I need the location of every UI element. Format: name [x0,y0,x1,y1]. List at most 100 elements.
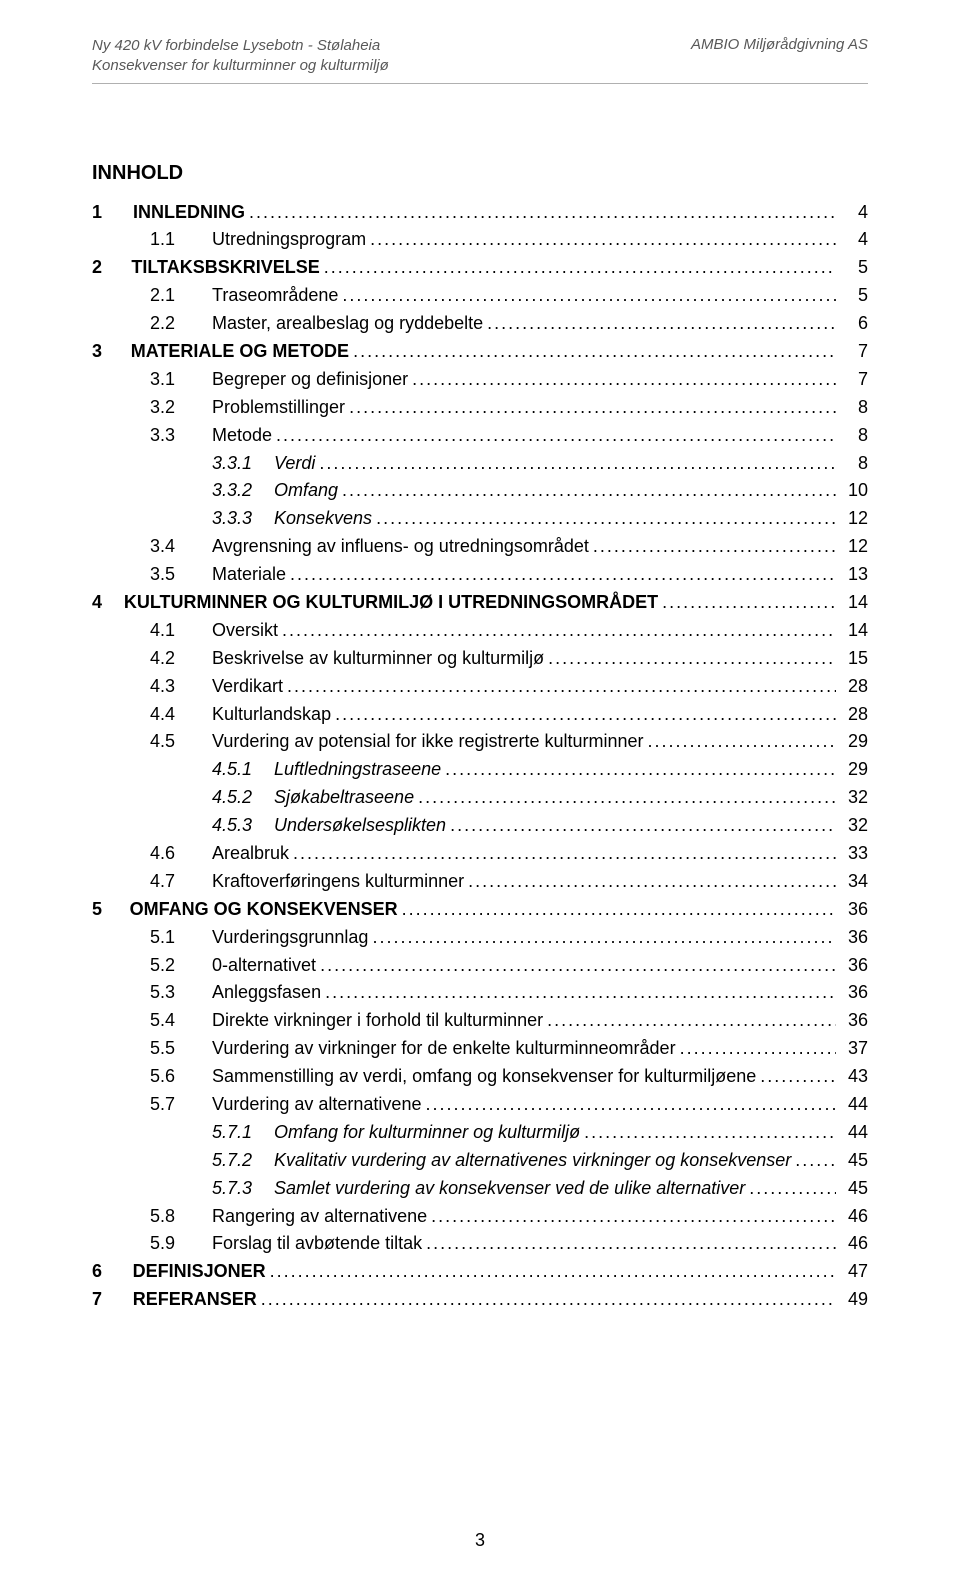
toc-page: 12 [840,533,868,561]
toc-entry: 5.7.2Kvalitativ vurdering av alternative… [92,1147,868,1175]
table-of-contents: 1INNLEDNING41.1Utredningsprogram42TILTAK… [92,199,868,1315]
toc-entry: 4.2Beskrivelse av kulturminner og kultur… [92,645,868,673]
toc-number: 4.7 [150,868,212,896]
toc-leader-dots [372,924,836,952]
toc-number: 1.1 [150,226,212,254]
toc-entry: 4.6Arealbruk33 [92,840,868,868]
toc-entry: 4.5.2Sjøkabeltraseene32 [92,784,868,812]
toc-leader-dots [287,673,836,701]
toc-label: Undersøkelsesplikten [274,812,446,840]
document-page: Ny 420 kV forbindelse Lysebotn - Stølahe… [0,0,960,1585]
toc-label: Utredningsprogram [212,226,366,254]
toc-entry: 5.8Rangering av alternativene46 [92,1203,868,1231]
toc-leader-dots [290,561,836,589]
toc-number: 3.3 [150,422,212,450]
toc-leader-dots [648,728,836,756]
toc-number: 5.5 [150,1035,212,1063]
toc-entry: 5.6Sammenstilling av verdi, omfang og ko… [92,1063,868,1091]
toc-page: 36 [840,952,868,980]
toc-label: DEFINISJONER [133,1258,266,1286]
toc-entry: 2.2Master, arealbeslag og ryddebelte6 [92,310,868,338]
toc-page: 46 [840,1203,868,1231]
toc-leader-dots [335,701,836,729]
toc-number: 5.7.1 [212,1119,274,1147]
toc-page: 46 [840,1230,868,1258]
toc-entry: 5.5Vurdering av virkninger for de enkelt… [92,1035,868,1063]
toc-leader-dots [276,422,836,450]
toc-label: Sammenstilling av verdi, omfang og konse… [212,1063,756,1091]
toc-label: Beskrivelse av kulturminner og kulturmil… [212,645,544,673]
toc-number: 5.1 [150,924,212,952]
toc-entry: 2TILTAKSBSKRIVELSE5 [92,254,868,282]
toc-number: 3.2 [150,394,212,422]
header-left: Ny 420 kV forbindelse Lysebotn - Stølahe… [92,36,389,77]
toc-number: 4.5 [150,728,212,756]
toc-number: 4.5.2 [212,784,274,812]
toc-leader-dots [261,1286,836,1314]
toc-entry: 4.3Verdikart28 [92,673,868,701]
toc-page: 8 [840,394,868,422]
toc-entry: 3.5Materiale13 [92,561,868,589]
toc-entry: 5.20-alternativet36 [92,952,868,980]
toc-number: 4.6 [150,840,212,868]
toc-page: 32 [840,812,868,840]
toc-number: 3.3.1 [212,450,274,478]
toc-label: Problemstillinger [212,394,345,422]
toc-page: 28 [840,701,868,729]
toc-label: INNLEDNING [133,199,245,227]
toc-page: 8 [840,450,868,478]
toc-page: 14 [840,589,868,617]
toc-leader-dots [319,450,836,478]
toc-number: 4.4 [150,701,212,729]
toc-number: 4.5.1 [212,756,274,784]
toc-page: 47 [840,1258,868,1286]
toc-number: 3.3.2 [212,477,274,505]
toc-entry: 4.5.3Undersøkelsesplikten32 [92,812,868,840]
toc-label: Verdi [274,450,315,478]
toc-entry: 5.7Vurdering av alternativene44 [92,1091,868,1119]
toc-page: 7 [840,338,868,366]
toc-label: Vurdering av virkninger for de enkelte k… [212,1035,676,1063]
toc-page: 34 [840,868,868,896]
toc-page: 29 [840,756,868,784]
toc-number: 5.4 [150,1007,212,1035]
toc-leader-dots [487,310,836,338]
toc-entry: 3.3.2Omfang10 [92,477,868,505]
toc-entry: 5OMFANG OG KONSEKVENSER36 [92,896,868,924]
toc-number: 2.1 [150,282,212,310]
header-left-line2: Konsekvenser for kulturminner og kulturm… [92,56,389,76]
toc-number: 3.3.3 [212,505,274,533]
toc-entry: 6DEFINISJONER47 [92,1258,868,1286]
toc-leader-dots [293,840,836,868]
toc-page: 36 [840,896,868,924]
toc-leader-dots [282,617,836,645]
toc-leader-dots [249,199,836,227]
toc-page: 5 [840,282,868,310]
toc-leader-dots [426,1230,836,1258]
toc-page: 12 [840,505,868,533]
toc-leader-dots [402,896,836,924]
toc-number: 5 [92,896,120,924]
toc-entry: 1INNLEDNING4 [92,199,868,227]
toc-label: Master, arealbeslag og ryddebelte [212,310,483,338]
toc-number: 4.2 [150,645,212,673]
toc-label: Kvalitativ vurdering av alternativenes v… [274,1147,791,1175]
toc-number: 3.1 [150,366,212,394]
header-right: AMBIO Miljørådgivning AS [691,36,868,77]
toc-page: 13 [840,561,868,589]
toc-label: Kraftoverføringens kulturminner [212,868,464,896]
toc-entry: 3MATERIALE OG METODE7 [92,338,868,366]
toc-leader-dots [662,589,836,617]
toc-number: 2.2 [150,310,212,338]
toc-label: Samlet vurdering av konsekvenser ved de … [274,1175,745,1203]
toc-page: 5 [840,254,868,282]
toc-leader-dots [324,254,836,282]
toc-label: Begreper og definisjoner [212,366,408,394]
toc-leader-dots [584,1119,836,1147]
toc-leader-dots [325,979,836,1007]
toc-leader-dots [547,1007,836,1035]
toc-entry: 3.3.1Verdi 8 [92,450,868,478]
toc-label: Konsekvens [274,505,372,533]
toc-label: Anleggsfasen [212,979,321,1007]
toc-number: 7 [92,1286,120,1314]
